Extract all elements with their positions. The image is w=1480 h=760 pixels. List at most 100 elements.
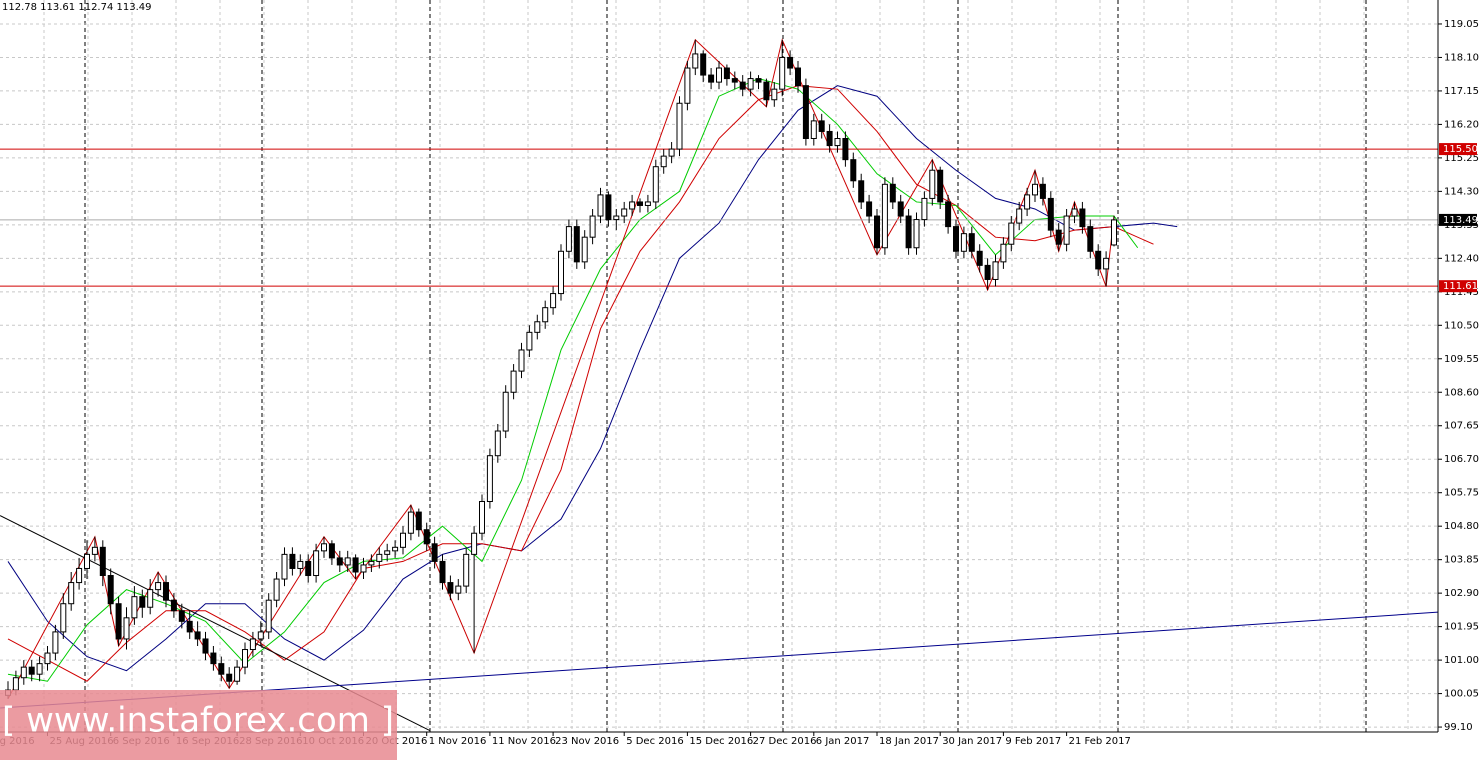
candle-body: [802, 85, 809, 140]
candle-body: [747, 78, 754, 90]
candle-body: [218, 663, 225, 675]
candle-body: [850, 159, 857, 182]
candle-body: [20, 666, 27, 679]
candle-body: [558, 250, 564, 295]
x-tick-label: 6 Jan 2017: [816, 736, 870, 747]
axes: 99.10 100.05 101.00 101.95 102.90 103.85 104.8…: [0, 19, 1479, 747]
candle-body: [471, 532, 478, 555]
candle-body: [376, 553, 383, 562]
watermark-box: [0, 690, 397, 760]
candle-body: [28, 666, 35, 675]
candle-body: [992, 261, 999, 280]
candle-body: [960, 233, 967, 252]
candle-body: [479, 501, 485, 534]
candle-body: [107, 575, 114, 605]
candle-body: [937, 169, 944, 203]
candle-body: [660, 155, 667, 168]
candle-body: [210, 652, 217, 665]
y-tick-label: 105.75: [1444, 488, 1479, 499]
candle-body: [700, 53, 707, 76]
candle-body: [565, 226, 572, 252]
x-tick-label: 1 Nov 2016: [429, 736, 487, 747]
candle-body: [897, 201, 904, 217]
candle-body: [328, 543, 335, 559]
candle-body: [226, 673, 233, 682]
candle-body: [550, 293, 557, 309]
candle-body: [242, 649, 248, 668]
indicator-line: [7, 78, 1139, 682]
candle-body: [692, 53, 699, 69]
candle-body: [826, 130, 833, 147]
candle-body: [384, 550, 391, 555]
x-tick-label: 21 Feb 2017: [1069, 736, 1131, 747]
candle-body: [779, 56, 786, 90]
candle-body: [502, 391, 509, 432]
x-tick-label: 18 Jan 2017: [879, 736, 939, 747]
x-tick-label: 27 Dec 2016: [753, 736, 817, 747]
candle-body: [795, 67, 801, 87]
candle-body: [439, 560, 446, 584]
candle-body: [170, 599, 177, 612]
last-price-label: 113.49: [1443, 215, 1478, 226]
candle-body: [708, 74, 715, 83]
candle-body: [131, 596, 138, 619]
candle-body: [1047, 197, 1054, 231]
candle-body: [1032, 183, 1038, 196]
candle-body: [155, 582, 162, 591]
indicator-line: [7, 38, 1115, 700]
candle-body: [929, 169, 936, 199]
y-tick-label: 103.85: [1444, 555, 1479, 566]
y-tick-label: 117.15: [1444, 86, 1479, 97]
candle-body: [52, 631, 59, 654]
x-tick-label: 23 Nov 2016: [555, 736, 619, 747]
candle-body: [976, 250, 983, 266]
candle-body: [1111, 219, 1117, 246]
grid: [0, 0, 1438, 732]
candle-body: [921, 197, 928, 221]
candle-body: [84, 553, 90, 569]
candle-body: [313, 550, 320, 577]
candle-body: [257, 631, 264, 640]
y-tick-label: 115.25: [1444, 153, 1479, 164]
level-label-box: [1439, 143, 1477, 156]
candle-body: [344, 557, 351, 566]
candle-body: [1008, 222, 1015, 245]
candle-body: [305, 560, 312, 577]
candle-body: [1016, 208, 1023, 224]
candle-body: [621, 208, 628, 217]
level-label: 111.61: [1443, 281, 1478, 292]
y-tick-label: 108.60: [1444, 387, 1479, 398]
x-tick-label: 30 Jan 2017: [942, 736, 1002, 747]
level-label: 115.50: [1443, 144, 1478, 155]
candle-body: [818, 120, 825, 132]
candle-body: [834, 138, 841, 147]
candle-body: [352, 557, 359, 573]
y-tick-label: 109.55: [1444, 354, 1479, 365]
y-tick-label: 114.30: [1444, 186, 1479, 197]
candle-body: [913, 219, 920, 249]
candle-body: [953, 226, 959, 252]
candle-body: [589, 215, 596, 238]
candle-body: [415, 511, 422, 531]
y-tick-label: 102.90: [1444, 588, 1479, 599]
candle-body: [905, 215, 912, 249]
candle-body: [494, 430, 501, 457]
y-tick-label: 100.05: [1444, 689, 1479, 700]
indicator-line: [7, 85, 1178, 672]
candle-body: [99, 546, 106, 577]
candle-body: [723, 67, 730, 80]
candle-body: [984, 264, 991, 280]
y-tick-label: 119.05: [1444, 19, 1479, 30]
candle-body: [91, 546, 98, 555]
candle-body: [76, 567, 83, 584]
candle-body: [139, 596, 146, 608]
candle-body: [866, 201, 873, 217]
candle-body: [431, 543, 438, 562]
candle-body: [629, 201, 636, 210]
candle-body: [281, 553, 288, 580]
y-tick-label: 106.70: [1444, 454, 1479, 465]
candle-body: [613, 215, 620, 221]
candle-body: [68, 582, 75, 605]
candle-body: [178, 610, 185, 622]
candle-body: [123, 617, 130, 640]
